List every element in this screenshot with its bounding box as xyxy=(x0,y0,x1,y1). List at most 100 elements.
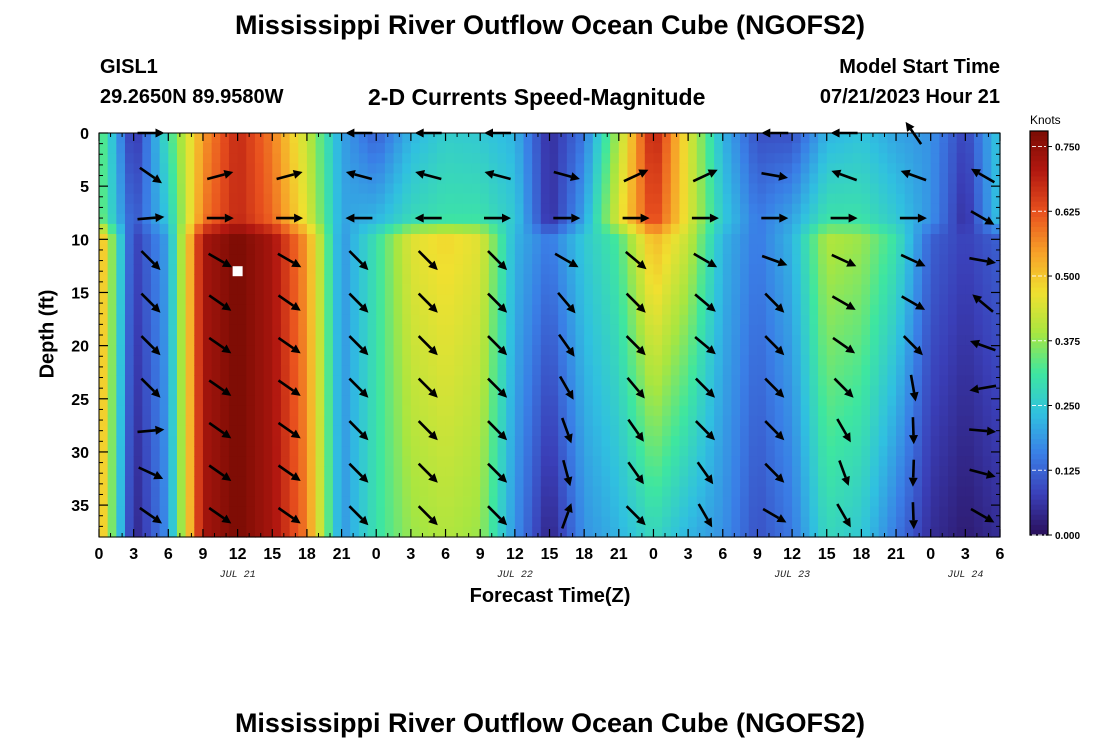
heatmap-cell xyxy=(644,335,655,346)
heatmap-cell xyxy=(298,355,308,366)
heatmap-cell xyxy=(384,466,395,477)
heatmap-cell xyxy=(939,324,949,336)
heatmap-cell xyxy=(592,314,603,326)
heatmap-cell xyxy=(887,274,897,286)
heatmap-cell xyxy=(194,476,204,488)
heatmap-cell xyxy=(861,304,871,316)
heatmap-cell xyxy=(324,274,334,286)
arrow-head xyxy=(971,168,981,178)
arrow-head xyxy=(831,169,842,179)
heatmap-cell xyxy=(558,516,568,528)
heatmap-cell xyxy=(670,476,681,488)
heatmap-cell xyxy=(748,254,759,265)
heatmap-cell xyxy=(679,405,689,417)
current-arrow xyxy=(622,213,650,223)
heatmap-cell xyxy=(887,516,897,528)
heatmap-cell xyxy=(627,264,637,275)
heatmap-cell xyxy=(436,133,447,144)
arrow-head xyxy=(844,388,854,398)
heatmap-cell xyxy=(982,385,992,397)
heatmap-cell xyxy=(263,476,273,488)
arrow-head xyxy=(290,302,301,311)
arrow-head xyxy=(900,169,911,179)
heatmap-cell xyxy=(904,173,914,185)
current-arrow xyxy=(625,335,646,356)
heatmap-cell xyxy=(211,203,221,215)
heatmap-cell xyxy=(159,173,169,185)
heatmap-cell xyxy=(662,335,672,346)
heatmap-cell xyxy=(896,294,906,306)
heatmap-cell xyxy=(298,133,308,144)
heatmap-cell xyxy=(514,506,525,518)
current-arrow xyxy=(277,294,301,311)
heatmap-cell xyxy=(766,143,776,154)
heatmap-cell xyxy=(523,355,533,366)
heatmap-cell xyxy=(445,163,455,174)
heatmap-cell xyxy=(315,466,325,477)
heatmap-cell xyxy=(627,385,637,397)
heatmap-cell xyxy=(107,335,117,346)
heatmap-cell xyxy=(601,496,611,508)
heatmap-cell xyxy=(298,274,308,286)
arrow-head xyxy=(984,216,995,225)
heatmap-cell xyxy=(653,254,663,265)
arrow-shaft xyxy=(277,464,295,477)
heatmap-cell xyxy=(410,395,421,407)
heatmap-cell xyxy=(306,456,317,467)
heatmap-cell xyxy=(367,143,377,154)
heatmap-cell xyxy=(826,335,836,346)
heatmap-cell xyxy=(176,294,187,306)
heatmap-cell xyxy=(688,193,698,205)
heatmap-cell xyxy=(324,526,334,538)
heatmap-cell xyxy=(324,213,334,225)
heatmap-cell xyxy=(792,486,802,498)
heatmap-cell xyxy=(662,143,672,154)
current-arrow xyxy=(694,336,716,355)
heatmap-cell xyxy=(584,365,594,376)
heatmap-cell xyxy=(584,314,594,326)
heatmap-cell xyxy=(393,436,403,447)
heatmap-cell xyxy=(350,223,360,235)
heatmap-cell xyxy=(679,476,689,488)
heatmap-cell xyxy=(462,456,473,467)
heatmap-cell xyxy=(506,193,516,205)
heatmap-cell xyxy=(358,234,369,245)
heatmap-cell xyxy=(783,274,793,286)
heatmap-cell xyxy=(714,466,724,477)
heatmap-cell xyxy=(133,345,143,356)
heatmap-cell xyxy=(298,193,308,205)
heatmap-cell xyxy=(540,405,551,417)
heatmap-cell xyxy=(523,264,533,275)
heatmap-cell xyxy=(618,153,629,164)
heatmap-cell xyxy=(514,133,525,144)
heatmap-cell xyxy=(540,223,551,235)
heatmap-cell xyxy=(982,223,992,235)
heatmap-cell xyxy=(176,375,187,387)
heatmap-cell xyxy=(410,234,421,245)
heatmap-cell xyxy=(870,314,880,326)
heatmap-cell xyxy=(506,163,516,174)
heatmap-cell xyxy=(549,425,559,437)
heatmap-cell xyxy=(246,203,256,215)
heatmap-cell xyxy=(228,193,239,205)
heatmap-cell xyxy=(974,345,984,356)
heatmap-cell xyxy=(662,284,672,296)
heatmap-cell xyxy=(462,143,473,154)
heatmap-cell xyxy=(930,375,940,387)
heatmap-cell xyxy=(627,395,637,407)
arrow-shaft xyxy=(138,466,156,477)
heatmap-cell xyxy=(99,496,109,508)
heatmap-cell xyxy=(792,345,802,356)
heatmap-cell xyxy=(436,274,447,286)
heatmap-cell xyxy=(263,324,273,336)
heatmap-cell xyxy=(471,375,481,387)
heatmap-cell xyxy=(653,425,663,437)
current-arrow xyxy=(414,213,442,223)
heatmap-cell xyxy=(315,516,325,528)
arrow-head xyxy=(709,213,719,223)
heatmap-cell xyxy=(306,153,317,164)
heatmap-cell xyxy=(705,203,715,215)
heatmap-cell xyxy=(445,193,455,205)
heatmap-cell xyxy=(480,274,490,286)
current-arrow xyxy=(208,464,232,481)
